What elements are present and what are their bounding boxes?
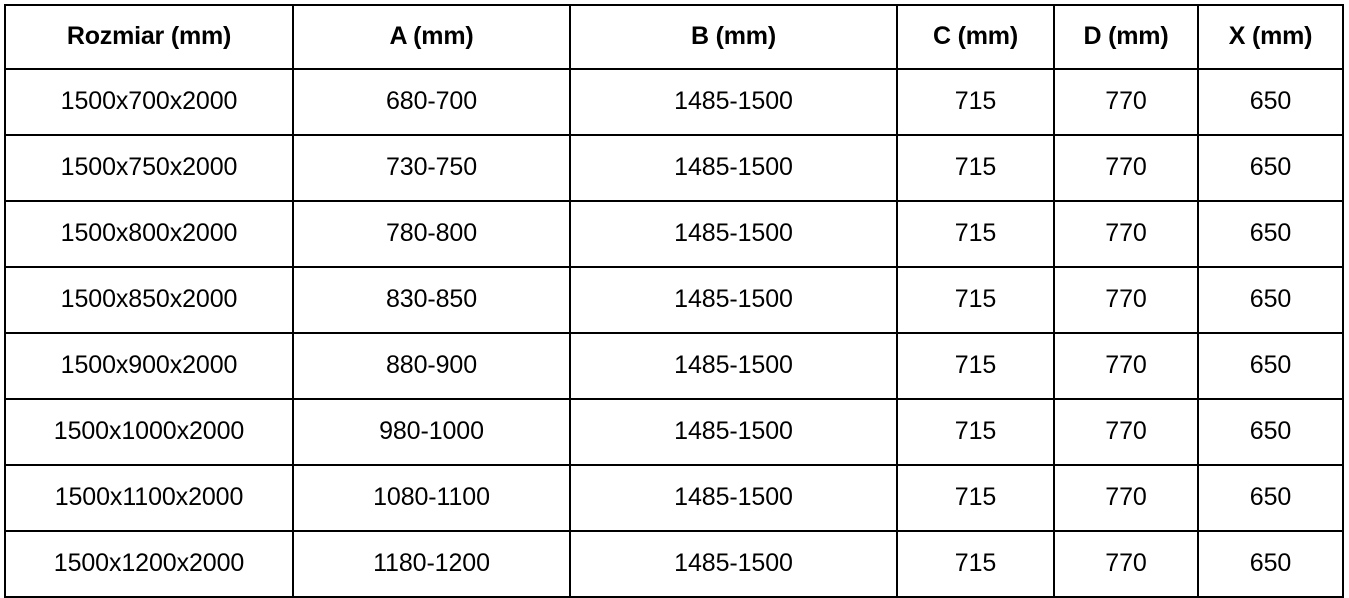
cell-x: 650: [1197, 332, 1344, 400]
column-header-a: A (mm): [292, 4, 571, 70]
cell-x: 650: [1197, 530, 1344, 598]
cell-size: 1500x1100x2000: [4, 464, 294, 532]
table-row: 1500x800x2000 780-800 1485-1500 715 770 650: [4, 200, 1344, 268]
cell-size: 1500x800x2000: [4, 200, 294, 268]
table-row: 1500x750x2000 730-750 1485-1500 715 770 650: [4, 134, 1344, 202]
cell-c: 715: [896, 200, 1055, 268]
cell-d: 770: [1053, 530, 1199, 598]
cell-size: 1500x850x2000: [4, 266, 294, 334]
cell-size: 1500x700x2000: [4, 68, 294, 136]
cell-d: 770: [1053, 332, 1199, 400]
table-body: 1500x700x2000 680-700 1485-1500 715 770 650 15…: [4, 68, 1344, 598]
cell-a: 980-1000: [292, 398, 571, 466]
cell-c: 715: [896, 266, 1055, 334]
cell-b: 1485-1500: [569, 68, 898, 136]
cell-size: 1500x900x2000: [4, 332, 294, 400]
specification-table: Rozmiar (mm) A (mm) B (mm) C (mm) D (mm)…: [4, 4, 1344, 598]
cell-x: 650: [1197, 200, 1344, 268]
table-row: 1500x900x2000 880-900 1485-1500 715 770 650: [4, 332, 1344, 400]
cell-d: 770: [1053, 398, 1199, 466]
cell-c: 715: [896, 68, 1055, 136]
cell-a: 680-700: [292, 68, 571, 136]
cell-x: 650: [1197, 464, 1344, 532]
cell-size: 1500x1000x2000: [4, 398, 294, 466]
cell-a: 830-850: [292, 266, 571, 334]
cell-d: 770: [1053, 68, 1199, 136]
table-row: 1500x850x2000 830-850 1485-1500 715 770 650: [4, 266, 1344, 334]
table-row: 1500x700x2000 680-700 1485-1500 715 770 650: [4, 68, 1344, 136]
cell-b: 1485-1500: [569, 398, 898, 466]
cell-a: 880-900: [292, 332, 571, 400]
cell-a: 730-750: [292, 134, 571, 202]
cell-b: 1485-1500: [569, 464, 898, 532]
cell-b: 1485-1500: [569, 266, 898, 334]
cell-c: 715: [896, 134, 1055, 202]
cell-c: 715: [896, 332, 1055, 400]
specification-table-container: Rozmiar (mm) A (mm) B (mm) C (mm) D (mm)…: [4, 4, 1344, 598]
table-header: Rozmiar (mm) A (mm) B (mm) C (mm) D (mm)…: [4, 4, 1344, 70]
cell-b: 1485-1500: [569, 332, 898, 400]
cell-a: 1180-1200: [292, 530, 571, 598]
cell-x: 650: [1197, 398, 1344, 466]
cell-c: 715: [896, 398, 1055, 466]
cell-a: 1080-1100: [292, 464, 571, 532]
column-header-d: D (mm): [1053, 4, 1199, 70]
cell-d: 770: [1053, 266, 1199, 334]
column-header-b: B (mm): [569, 4, 898, 70]
cell-d: 770: [1053, 464, 1199, 532]
cell-x: 650: [1197, 266, 1344, 334]
cell-d: 770: [1053, 134, 1199, 202]
cell-c: 715: [896, 464, 1055, 532]
cell-x: 650: [1197, 134, 1344, 202]
cell-x: 650: [1197, 68, 1344, 136]
cell-size: 1500x750x2000: [4, 134, 294, 202]
cell-a: 780-800: [292, 200, 571, 268]
cell-b: 1485-1500: [569, 134, 898, 202]
cell-d: 770: [1053, 200, 1199, 268]
column-header-size: Rozmiar (mm): [4, 4, 294, 70]
cell-b: 1485-1500: [569, 200, 898, 268]
table-row: 1500x1200x2000 1180-1200 1485-1500 715 770 65…: [4, 530, 1344, 598]
cell-c: 715: [896, 530, 1055, 598]
cell-b: 1485-1500: [569, 530, 898, 598]
column-header-c: C (mm): [896, 4, 1055, 70]
table-row: 1500x1100x2000 1080-1100 1485-1500 715 770 65…: [4, 464, 1344, 532]
cell-size: 1500x1200x2000: [4, 530, 294, 598]
column-header-x: X (mm): [1197, 4, 1344, 70]
table-header-row: Rozmiar (mm) A (mm) B (mm) C (mm) D (mm)…: [4, 4, 1344, 70]
table-row: 1500x1000x2000 980-1000 1485-1500 715 770 650: [4, 398, 1344, 466]
